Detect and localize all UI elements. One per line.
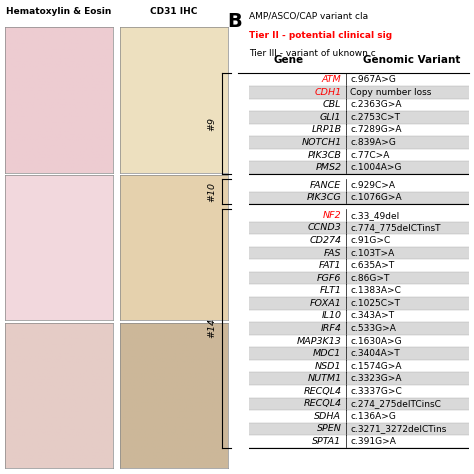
Text: FANCE: FANCE (310, 181, 341, 190)
Bar (238, 423, 469, 435)
Text: FAT1: FAT1 (319, 261, 341, 270)
Text: CD274: CD274 (310, 236, 341, 245)
Text: PIK3CG: PIK3CG (307, 193, 341, 202)
Text: c.2363G>A: c.2363G>A (350, 100, 402, 109)
Text: c.3271_3272delCTins: c.3271_3272delCTins (350, 424, 447, 433)
Text: c.1004A>G: c.1004A>G (350, 163, 402, 172)
Text: c.635A>T: c.635A>T (350, 261, 394, 270)
Bar (238, 322, 469, 335)
Text: c.33_49del: c.33_49del (350, 211, 400, 220)
Bar (238, 247, 469, 259)
Text: CBL: CBL (323, 100, 341, 109)
Text: RECQL4: RECQL4 (303, 399, 341, 408)
Text: FAS: FAS (324, 248, 341, 257)
Text: SPEN: SPEN (317, 424, 341, 433)
Text: c.3404A>T: c.3404A>T (350, 349, 400, 358)
Text: RECQL4: RECQL4 (303, 387, 341, 396)
Text: Copy number loss: Copy number loss (350, 88, 432, 97)
Text: c.967A>G: c.967A>G (350, 75, 396, 84)
Text: c.1025C>T: c.1025C>T (350, 299, 400, 308)
Text: PMS2: PMS2 (315, 163, 341, 172)
Bar (238, 398, 469, 410)
Text: AMP/ASCO/CAP variant cla: AMP/ASCO/CAP variant cla (249, 12, 368, 21)
Text: c.774_775delCTinsT: c.774_775delCTinsT (350, 223, 441, 232)
Text: SDHA: SDHA (314, 412, 341, 421)
Text: #14: #14 (207, 319, 216, 338)
Text: c.136A>G: c.136A>G (350, 412, 396, 421)
Text: FLT1: FLT1 (319, 286, 341, 295)
Text: GLI1: GLI1 (320, 113, 341, 122)
Text: CDH1: CDH1 (314, 88, 341, 97)
Bar (238, 161, 469, 174)
Text: c.2753C>T: c.2753C>T (350, 113, 400, 122)
Text: c.839A>G: c.839A>G (350, 138, 396, 147)
Text: NUTM1: NUTM1 (307, 374, 341, 383)
Text: Gene: Gene (273, 55, 303, 65)
Bar (238, 136, 469, 149)
Text: NSD1: NSD1 (315, 362, 341, 371)
Text: c.77C>A: c.77C>A (350, 151, 390, 160)
Text: c.3337G>C: c.3337G>C (350, 387, 402, 396)
Text: c.533G>A: c.533G>A (350, 324, 396, 333)
Text: #10: #10 (207, 182, 216, 201)
Text: c.1574G>A: c.1574G>A (350, 362, 402, 371)
Text: c.343A>T: c.343A>T (350, 311, 394, 320)
Bar (238, 191, 469, 204)
Text: c.929C>A: c.929C>A (350, 181, 395, 190)
Text: c.1383A>C: c.1383A>C (350, 286, 401, 295)
Text: #9: #9 (207, 117, 216, 131)
Text: c.91G>C: c.91G>C (350, 236, 391, 245)
Text: MAP3K13: MAP3K13 (297, 337, 341, 346)
Text: Hematoxylin & Eosin: Hematoxylin & Eosin (6, 8, 111, 16)
Text: c.86G>T: c.86G>T (350, 273, 390, 283)
Text: ATM: ATM (322, 75, 341, 84)
Bar (238, 297, 469, 310)
Text: CD31 IHC: CD31 IHC (150, 8, 197, 16)
Text: FGF6: FGF6 (317, 273, 341, 283)
Text: c.1076G>A: c.1076G>A (350, 193, 402, 202)
Text: FOXA1: FOXA1 (310, 299, 341, 308)
Text: NOTCH1: NOTCH1 (301, 138, 341, 147)
Text: Tier II - potential clinical sig: Tier II - potential clinical sig (249, 31, 392, 40)
Bar (238, 86, 469, 99)
Bar (238, 347, 469, 360)
Bar (238, 272, 469, 284)
Text: LRP1B: LRP1B (311, 126, 341, 135)
Text: MDC1: MDC1 (313, 349, 341, 358)
Bar (238, 222, 469, 234)
Text: c.7289G>A: c.7289G>A (350, 126, 402, 135)
Text: SPTA1: SPTA1 (312, 437, 341, 446)
Text: c.3323G>A: c.3323G>A (350, 374, 402, 383)
Bar (238, 373, 469, 385)
Text: Tier III - variant of uknown c: Tier III - variant of uknown c (249, 49, 375, 58)
Text: IRF4: IRF4 (320, 324, 341, 333)
Text: Genomic Variant: Genomic Variant (363, 55, 461, 65)
Text: c.274_275delTCinsC: c.274_275delTCinsC (350, 399, 441, 408)
Bar (238, 111, 469, 124)
Text: PIK3CB: PIK3CB (308, 151, 341, 160)
Text: c.391G>A: c.391G>A (350, 437, 396, 446)
Text: NF2: NF2 (323, 211, 341, 220)
Text: B: B (227, 12, 242, 31)
Text: c.1630A>G: c.1630A>G (350, 337, 402, 346)
Text: CCND3: CCND3 (308, 223, 341, 232)
Text: IL10: IL10 (321, 311, 341, 320)
Text: c.103T>A: c.103T>A (350, 248, 394, 257)
